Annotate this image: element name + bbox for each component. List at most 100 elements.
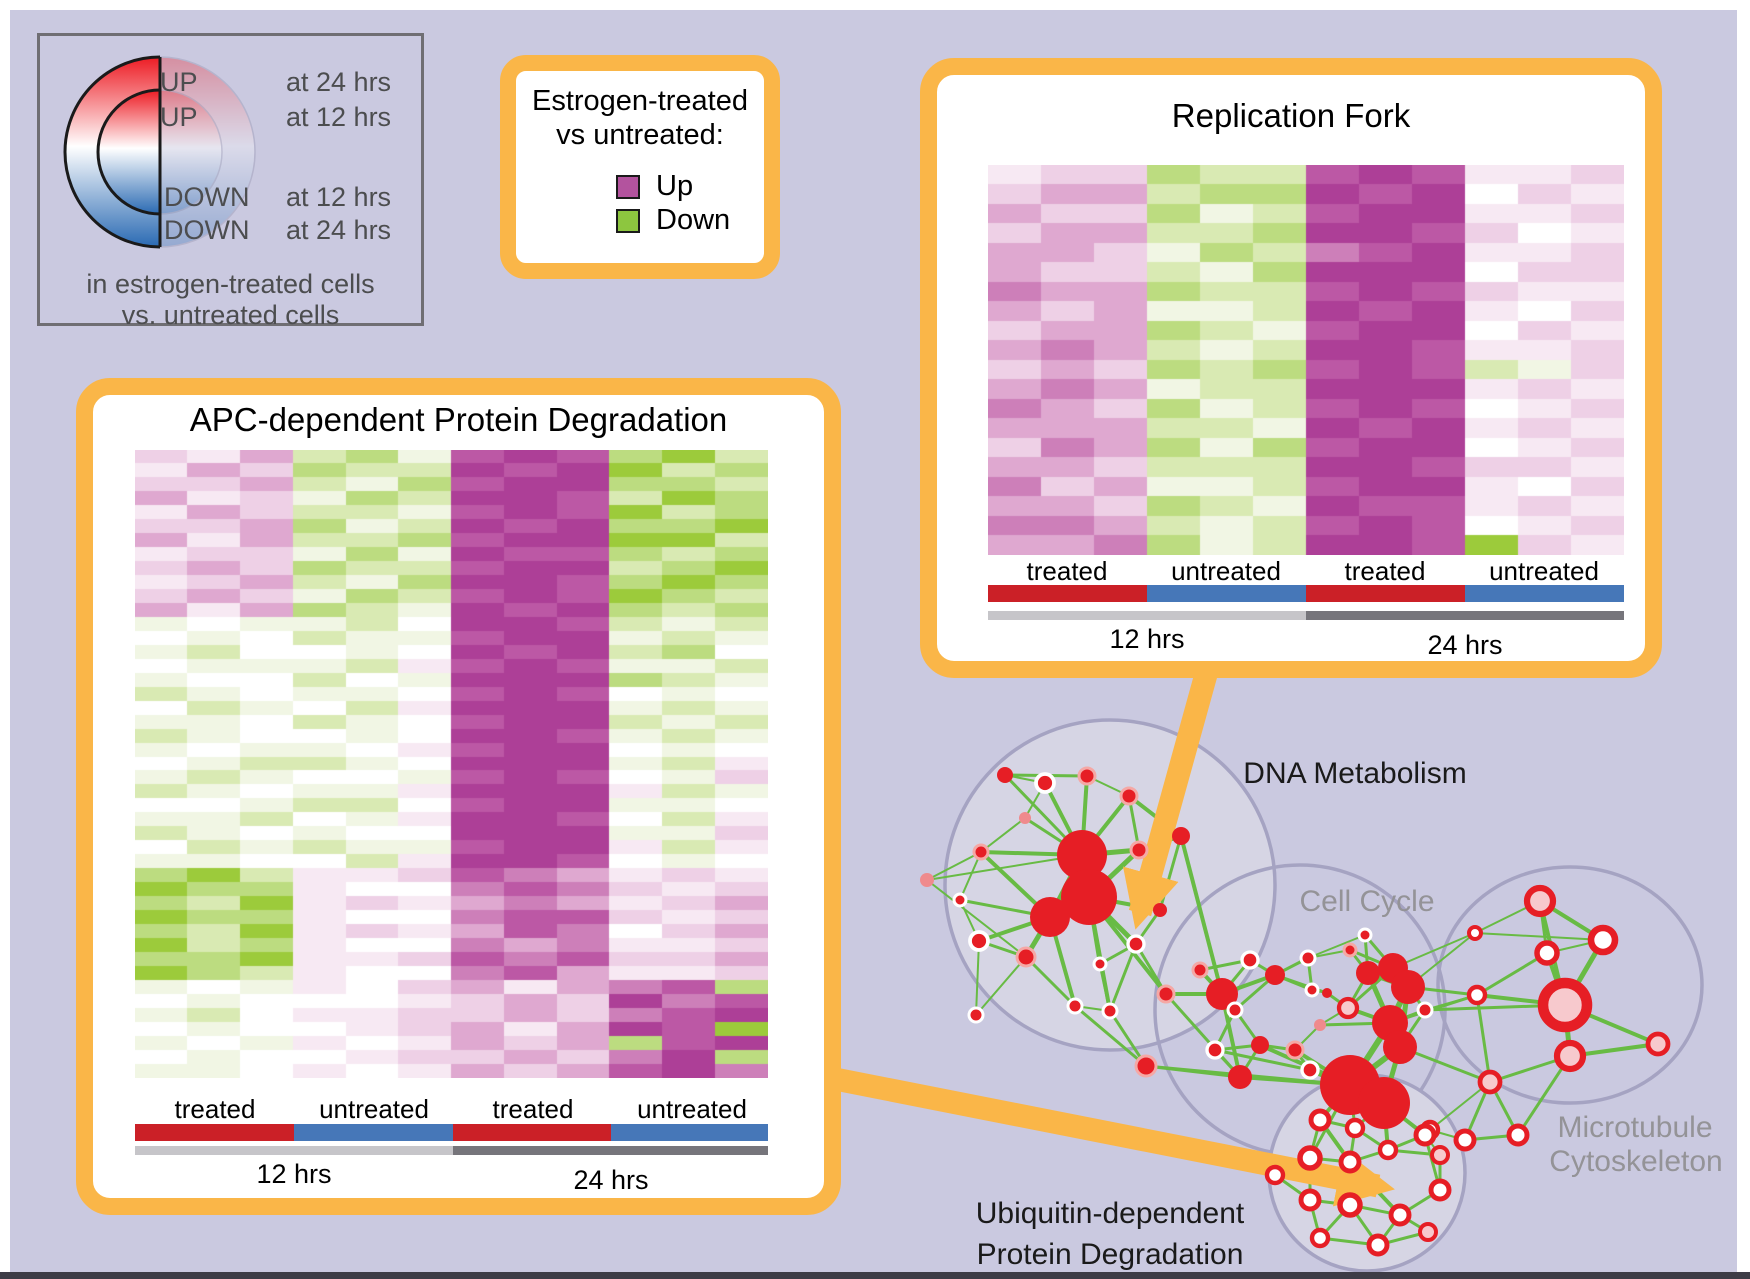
network-node — [1134, 1054, 1158, 1078]
network-node — [1308, 1108, 1332, 1132]
network-node — [1019, 812, 1031, 824]
arrow-repfork-to-dna — [1123, 656, 1222, 930]
network-node — [1466, 984, 1488, 1006]
ring-legend-up-12-time: at 12 hrs — [286, 102, 392, 132]
network-node — [1537, 977, 1593, 1033]
apc-heatmap — [135, 450, 768, 1078]
apc-24hrs-label: 24 hrs — [573, 1165, 649, 1195]
repfork-24hrs-bar — [1306, 611, 1624, 620]
repfork-12hrs-label: 12 hrs — [1109, 624, 1185, 654]
network-node — [968, 930, 990, 952]
network-node — [1337, 1192, 1363, 1218]
network-node — [1299, 949, 1317, 967]
ring-legend-up-12-dir: UP — [160, 102, 198, 132]
ring-legend-down-24-dir: DOWN — [164, 215, 250, 245]
network-node — [1156, 984, 1176, 1004]
ring-legend-circles — [63, 55, 256, 249]
figure-background: DNA Metabolism Cell Cycle Microtubule Cy… — [10, 10, 1737, 1273]
network-node — [1066, 997, 1084, 1015]
apc-group-label-2: untreated — [319, 1094, 429, 1124]
network-node — [1428, 1178, 1452, 1202]
repfork-group-label-3: treated — [1344, 556, 1426, 586]
network-node — [972, 843, 990, 861]
repfork-treated-bar-24 — [1306, 585, 1465, 602]
network-node — [1172, 827, 1190, 845]
network-node — [1304, 982, 1320, 998]
network-node — [1534, 940, 1560, 966]
arrow-apc-to-ubiquitin — [827, 1066, 1395, 1207]
network-edge — [975, 956, 1027, 1016]
network-node — [1645, 1031, 1671, 1057]
repfork-12hrs-bar — [988, 611, 1306, 620]
network-node — [1092, 956, 1108, 972]
estrogen-legend: Estrogen-treated vs untreated: Up Down — [500, 55, 780, 279]
network-node — [1119, 786, 1139, 806]
ring-legend-down-12-dir: DOWN — [164, 182, 250, 212]
apc-untreated-bar-12 — [294, 1124, 453, 1141]
network-node — [1453, 1128, 1477, 1152]
network-node — [920, 873, 934, 887]
network-edge — [926, 854, 1083, 881]
network-node — [1226, 1001, 1244, 1019]
cluster-label-cytoskeleton: Cytoskeleton — [1549, 1145, 1723, 1178]
network-edge — [1214, 1048, 1311, 1072]
network-node — [1383, 1030, 1417, 1064]
network-node — [1030, 897, 1070, 937]
network-edge — [1429, 1081, 1491, 1131]
network-node — [1391, 970, 1425, 1004]
network-node — [1587, 924, 1619, 956]
apc-24hrs-bar — [453, 1146, 768, 1155]
replication-fork-panel: Replication Fork treated untreated treat… — [920, 58, 1662, 678]
apc-degradation-panel: APC-dependent Protein Degradation treate… — [76, 378, 841, 1215]
replication-fork-title: Replication Fork — [1171, 97, 1411, 134]
apc-treated-bar-12 — [135, 1124, 294, 1141]
network-edge — [1074, 1004, 1147, 1068]
down-color-swatch — [616, 209, 640, 233]
network-edge — [975, 940, 980, 1016]
network-node — [1101, 1002, 1119, 1020]
network-node — [1553, 1039, 1587, 1073]
network-node — [1034, 772, 1056, 794]
up-color-swatch — [616, 175, 640, 199]
network-node — [1265, 965, 1285, 985]
network-edge — [926, 879, 1027, 958]
network-node — [952, 892, 968, 908]
network-edge — [926, 851, 982, 881]
ring-legend-footer-line2: vs. untreated cells — [121, 300, 340, 330]
apc-group-label-1: treated — [174, 1094, 256, 1124]
network-edge — [1024, 955, 1077, 1008]
network-node — [1240, 950, 1260, 970]
network-node — [1285, 1040, 1305, 1060]
network-node — [1297, 1145, 1323, 1171]
network-node — [1228, 1065, 1252, 1089]
network-node — [967, 1006, 985, 1024]
network-node — [1416, 1001, 1434, 1019]
network-node — [1358, 1077, 1410, 1129]
apc-group-label-3: treated — [492, 1094, 574, 1124]
apc-treated-bar-24 — [453, 1124, 611, 1141]
network-node — [1322, 988, 1332, 998]
apc-group-label-4: untreated — [637, 1094, 747, 1124]
network-graph — [827, 656, 1704, 1273]
network-node — [1388, 1203, 1412, 1227]
network-node — [1477, 1069, 1503, 1095]
apc-12hrs-label: 12 hrs — [256, 1159, 332, 1189]
network-edge — [1307, 934, 1366, 959]
repfork-treated-bar-12 — [988, 585, 1147, 602]
repfork-24hrs-label: 24 hrs — [1427, 630, 1503, 660]
network-node — [1205, 1040, 1225, 1060]
network-edge — [1134, 943, 1168, 995]
network-node — [1309, 1227, 1331, 1249]
apc-panel-title: APC-dependent Protein Degradation — [189, 401, 728, 438]
network-node — [1191, 961, 1209, 979]
up-label: Up — [656, 170, 694, 202]
repfork-untreated-bar-12 — [1147, 585, 1306, 602]
network-node — [997, 767, 1013, 783]
network-node — [1264, 1164, 1286, 1186]
estrogen-legend-title-line1: Estrogen-treated — [531, 85, 748, 117]
network-edge — [1476, 951, 1548, 997]
network-node — [1077, 766, 1097, 786]
network-node — [1336, 996, 1360, 1020]
network-node — [1430, 1145, 1450, 1165]
network-edge — [1108, 943, 1138, 1012]
